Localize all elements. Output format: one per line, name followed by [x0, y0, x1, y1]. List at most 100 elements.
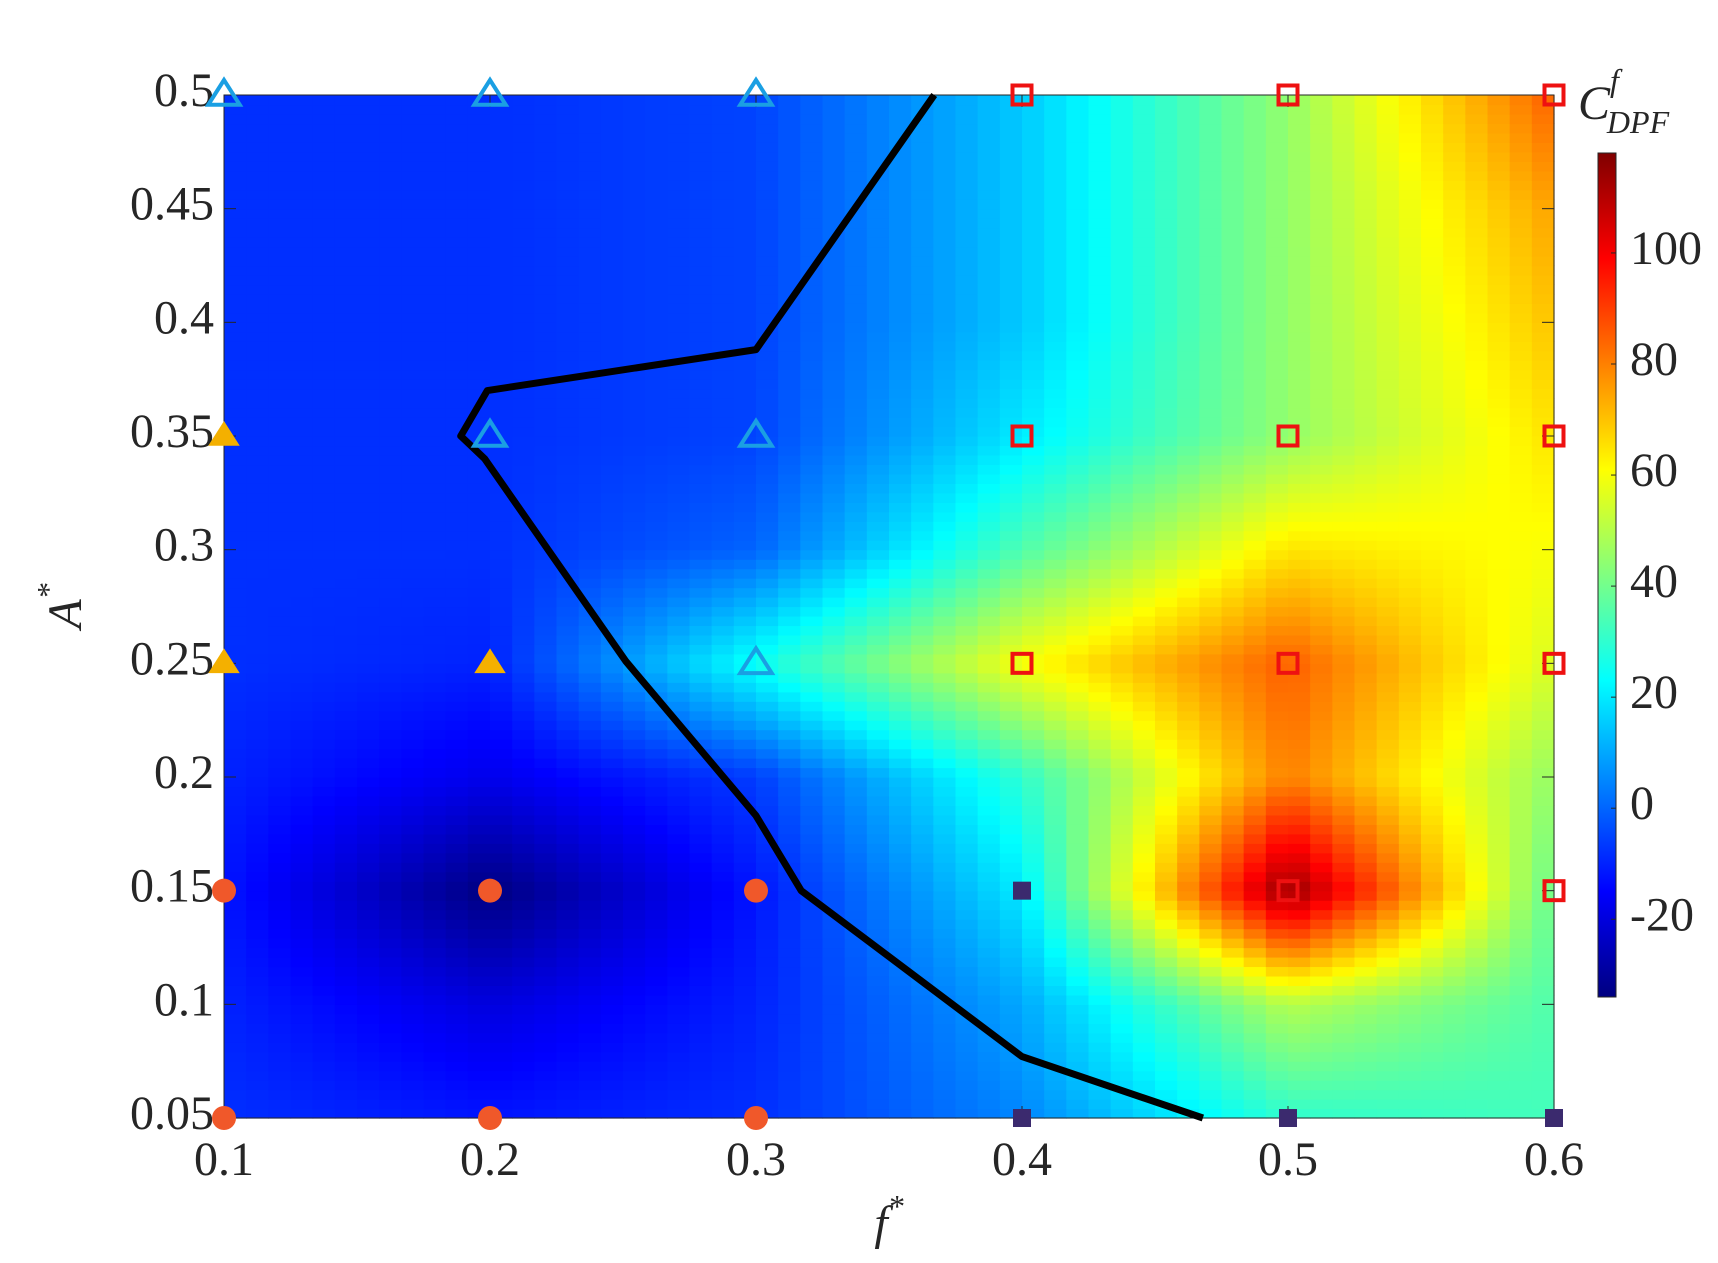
heat-cell: [1487, 691, 1511, 702]
heat-cell: [667, 1032, 691, 1043]
heat-cell: [1398, 454, 1422, 466]
heat-cell: [1199, 975, 1223, 986]
heat-cell: [1088, 1051, 1112, 1062]
heat-cell: [756, 938, 779, 949]
heat-cell: [711, 1013, 735, 1024]
heat-cell: [556, 1013, 580, 1024]
heat-cell: [290, 473, 314, 484]
heat-cell: [1132, 1099, 1156, 1110]
heat-cell: [556, 1099, 580, 1110]
heat-cell: [1044, 1004, 1067, 1015]
heat-cell: [1354, 445, 1378, 456]
heat-cell: [866, 767, 890, 778]
heat-cell: [1465, 521, 1489, 532]
heat-cell: [512, 634, 535, 645]
heat-cell: [645, 511, 668, 522]
heat-cell: [889, 1023, 912, 1034]
heat-cell: [268, 729, 292, 740]
heat-cell: [800, 483, 824, 494]
heat-cell: [977, 994, 1001, 1005]
heat-cell: [1531, 606, 1555, 617]
heat-cell: [445, 947, 469, 958]
heat-cell: [445, 426, 469, 437]
heat-cell: [1487, 1004, 1511, 1015]
heat-cell: [756, 644, 779, 655]
heat-cell: [1177, 1004, 1200, 1015]
heat-cell: [933, 786, 957, 797]
heat-cell: [556, 1089, 580, 1100]
heat-cell: [334, 322, 358, 333]
heat-cell: [1265, 644, 1289, 655]
heat-cell: [645, 928, 668, 939]
heat-cell: [379, 1042, 402, 1053]
heat-cell: [1421, 994, 1444, 1005]
heat-cell: [512, 587, 535, 598]
heat-cell: [733, 464, 757, 475]
heat-cell: [955, 1099, 979, 1110]
heat-cell: [756, 985, 779, 996]
heat-cell: [578, 852, 602, 863]
heat-cell: [933, 350, 957, 361]
heat-cell: [623, 436, 646, 447]
heat-cell: [1421, 360, 1444, 371]
heat-cell: [290, 663, 314, 674]
heat-cell: [889, 492, 912, 503]
heat-cell: [778, 805, 801, 816]
heat-cell: [778, 909, 801, 920]
heat-cell: [911, 1080, 934, 1091]
heat-cell: [1487, 900, 1511, 911]
heat-cell: [689, 663, 713, 674]
heat-cell: [490, 492, 513, 503]
heat-cell: [1221, 492, 1245, 503]
heat-cell: [1465, 843, 1489, 854]
heat-cell: [312, 653, 336, 664]
heat-cell: [1066, 975, 1090, 986]
heat-cell: [401, 530, 425, 541]
heat-cell: [268, 360, 292, 371]
heat-cell: [689, 578, 713, 589]
heat-cell: [1243, 350, 1267, 361]
heat-cell: [1398, 881, 1422, 892]
heat-cell: [1421, 1032, 1444, 1043]
heat-cell: [578, 341, 602, 352]
heat-cell: [1531, 521, 1555, 532]
heat-cell: [1421, 530, 1444, 541]
heat-cell: [1110, 1099, 1134, 1110]
heat-cell: [1265, 900, 1289, 911]
heat-cell: [1465, 994, 1489, 1005]
heat-cell: [955, 1089, 979, 1100]
heat-cell: [534, 975, 558, 986]
heat-cell: [1310, 748, 1333, 759]
heat-cell: [556, 975, 580, 986]
heat-cell: [800, 928, 824, 939]
heat-cell: [334, 871, 358, 882]
heat-cell: [379, 881, 402, 892]
heat-cell: [844, 852, 868, 863]
heat-cell: [1487, 625, 1511, 636]
heat-cell: [512, 663, 535, 674]
heat-cell: [1177, 1042, 1200, 1053]
heat-cell: [645, 502, 668, 513]
heat-cell: [667, 1023, 691, 1034]
heat-cell: [733, 473, 757, 484]
heat-cell: [933, 549, 957, 560]
heat-cell: [1509, 1089, 1533, 1100]
heat-cell: [933, 710, 957, 721]
heat-cell: [844, 625, 868, 636]
heat-cell: [955, 1051, 979, 1062]
heat-cell: [933, 511, 957, 522]
heat-cell: [401, 701, 425, 712]
heat-cell: [490, 758, 513, 769]
heat-cell: [1443, 739, 1466, 750]
heat-cell: [1265, 691, 1289, 702]
heat-cell: [778, 568, 801, 579]
heat-cell: [1354, 890, 1378, 901]
heat-cell: [224, 369, 247, 380]
heat-cell: [822, 691, 846, 702]
heat-cell: [1243, 758, 1267, 769]
heat-cell: [1376, 1051, 1400, 1062]
heat-cell: [822, 634, 846, 645]
heat-cell: [1088, 407, 1112, 418]
heat-cell: [1243, 379, 1267, 390]
heat-cell: [1265, 615, 1289, 627]
